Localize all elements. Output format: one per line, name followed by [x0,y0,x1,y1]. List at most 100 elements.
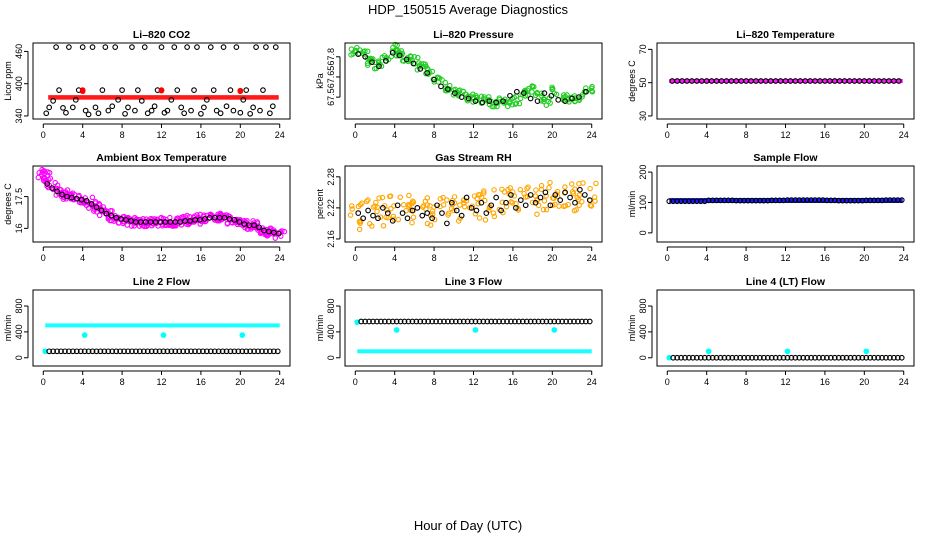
data-point [357,220,363,226]
data-point [168,96,175,103]
data-point [79,44,86,50]
data-point [158,44,165,50]
data-point [47,175,54,182]
data-point [500,318,506,325]
data-point [875,354,881,361]
data-point [419,212,426,219]
data-point [820,197,826,203]
data-point [420,203,427,209]
panel-line4: Line 4 (LT) Flow ml/min 0 4 8 12 16 20 24 0 400 800 [627,276,915,387]
data-point [382,57,389,64]
data-point [891,197,897,203]
x-tick-label: 12 [156,253,166,263]
data-point [690,354,696,361]
panel-sample_flow: Sample Flow ml/min 0 4 8 12 16 20 24 0 100 200 [627,152,915,263]
data-point [733,354,740,361]
data-point [678,354,684,361]
panel-line2: Line 2 Flow ml/min 0 4 8 12 16 20 24 0 400 800 [3,276,291,387]
data-point [357,202,364,208]
data-point [508,192,514,198]
data-point [753,354,759,361]
data-point [410,199,417,205]
data-point [115,96,122,103]
data-point [215,348,222,355]
data-point [135,87,141,93]
data-point [470,91,476,97]
data-point [741,197,747,204]
data-point [895,78,902,84]
data-point [534,98,541,105]
data-point [839,354,846,361]
y-tick-label: 0 [14,355,24,360]
data-point [203,96,210,103]
data-point [140,348,147,355]
data-point [431,76,437,83]
data-point [697,198,704,205]
data-point [843,197,850,204]
plot-frame [344,165,603,243]
data-point [804,354,811,361]
panel-title: Sample Flow [753,152,818,164]
data-point [760,354,767,361]
data-point [581,192,588,198]
data-point [236,219,243,225]
data-point [557,197,564,203]
data-point [851,197,858,204]
plot-area [666,348,905,361]
data-point [804,197,811,203]
data-point [445,86,451,92]
data-point [180,348,187,355]
data-point [129,348,135,355]
data-point [586,318,593,325]
data-point [132,107,138,114]
data-point [89,194,96,201]
data-point [891,354,897,361]
data-point [223,348,230,355]
data-point [81,332,88,338]
x-tick-label: 20 [235,130,245,140]
y-tick-label: 17.5 [14,188,24,206]
data-point [532,199,539,206]
x-tick-label: 12 [156,377,166,387]
data-point [424,195,431,201]
data-point [360,215,367,222]
data-point [243,87,250,93]
data-point [577,186,583,193]
x-tick-label: 8 [120,253,125,263]
data-point [546,185,552,191]
data-point [388,205,394,212]
data-point [397,318,404,325]
data-point [824,197,830,204]
data-point [757,354,763,361]
data-point [381,318,388,325]
data-point [847,197,854,204]
data-point [859,197,866,204]
data-point [788,197,795,203]
data-point [537,194,544,201]
data-point [586,197,593,203]
data-point [419,204,426,210]
x-tick-label: 20 [547,253,557,263]
data-point [349,206,355,212]
data-point [764,197,771,204]
data-point [362,53,368,60]
data-point [780,197,787,204]
data-point [473,207,480,214]
x-tick-label: 24 [587,377,597,387]
data-point [247,348,254,355]
data-point [507,92,513,99]
data-point [444,197,450,203]
data-point [479,99,486,106]
data-point [527,95,534,102]
data-point [569,189,576,195]
y-tick-label: 2.28 [326,168,336,186]
plot-frame [32,165,291,243]
data-point [227,348,234,355]
data-point [472,98,479,105]
data-point [254,219,260,225]
data-point [397,194,403,200]
data-point [440,202,447,208]
data-point [452,318,459,325]
data-point [513,88,520,95]
data-point [548,92,555,99]
